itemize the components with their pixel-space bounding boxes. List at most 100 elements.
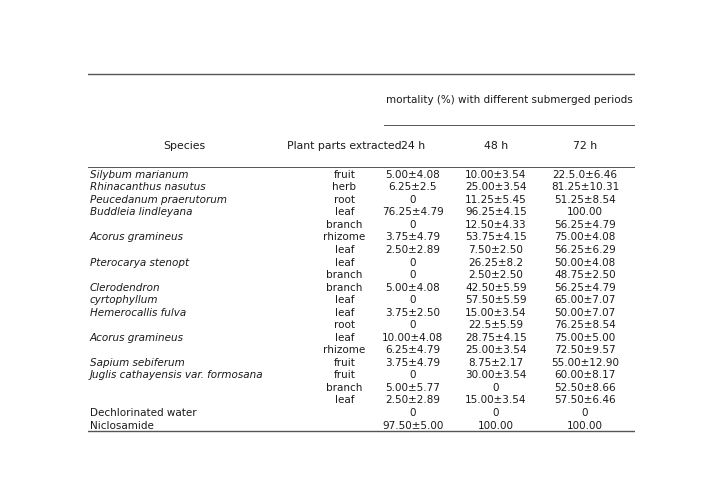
Text: Silybum marianum: Silybum marianum	[90, 170, 189, 180]
Text: 7.50±2.50: 7.50±2.50	[469, 245, 523, 255]
Text: 72.50±9.57: 72.50±9.57	[554, 345, 616, 355]
Text: 28.75±4.15: 28.75±4.15	[465, 333, 527, 343]
Text: 3.75±2.50: 3.75±2.50	[385, 308, 441, 318]
Text: 0: 0	[493, 383, 499, 393]
Text: 0: 0	[409, 295, 416, 305]
Text: fruit: fruit	[333, 170, 355, 180]
Text: 65.00±7.07: 65.00±7.07	[554, 295, 616, 305]
Text: 100.00: 100.00	[478, 421, 514, 430]
Text: 2.50±2.89: 2.50±2.89	[385, 396, 441, 405]
Text: 5.00±4.08: 5.00±4.08	[385, 282, 440, 293]
Text: 3.75±4.79: 3.75±4.79	[385, 358, 441, 368]
Text: Buddleia lindleyana: Buddleia lindleyana	[90, 208, 193, 217]
Text: Acorus gramineus: Acorus gramineus	[90, 333, 184, 343]
Text: leaf: leaf	[335, 257, 354, 268]
Text: fruit: fruit	[333, 358, 355, 368]
Text: 8.75±2.17: 8.75±2.17	[468, 358, 523, 368]
Text: Acorus gramineus: Acorus gramineus	[90, 233, 184, 243]
Text: Rhinacanthus nasutus: Rhinacanthus nasutus	[90, 183, 205, 192]
Text: 15.00±3.54: 15.00±3.54	[465, 308, 527, 318]
Text: Niclosamide: Niclosamide	[90, 421, 154, 430]
Text: 25.00±3.54: 25.00±3.54	[465, 183, 527, 192]
Text: 22.5±5.59: 22.5±5.59	[468, 320, 523, 330]
Text: 12.50±4.33: 12.50±4.33	[465, 220, 527, 230]
Text: 96.25±4.15: 96.25±4.15	[465, 208, 527, 217]
Text: leaf: leaf	[335, 396, 354, 405]
Text: 75.00±5.00: 75.00±5.00	[554, 333, 616, 343]
Text: 100.00: 100.00	[567, 208, 603, 217]
Text: 0: 0	[409, 257, 416, 268]
Text: 0: 0	[582, 408, 588, 418]
Text: 72 h: 72 h	[573, 141, 597, 151]
Text: 56.25±4.79: 56.25±4.79	[554, 282, 616, 293]
Text: 0: 0	[409, 220, 416, 230]
Text: 100.00: 100.00	[567, 421, 603, 430]
Text: 50.00±7.07: 50.00±7.07	[554, 308, 616, 318]
Text: 76.25±4.79: 76.25±4.79	[382, 208, 443, 217]
Text: 56.25±4.79: 56.25±4.79	[554, 220, 616, 230]
Text: 51.25±8.54: 51.25±8.54	[554, 195, 616, 205]
Text: 48.75±2.50: 48.75±2.50	[554, 270, 616, 280]
Text: 0: 0	[409, 370, 416, 380]
Text: 10.00±4.08: 10.00±4.08	[382, 333, 443, 343]
Text: rhizome: rhizome	[323, 233, 366, 243]
Text: 0: 0	[409, 270, 416, 280]
Text: 57.50±5.59: 57.50±5.59	[465, 295, 527, 305]
Text: Plant parts extracted: Plant parts extracted	[287, 141, 402, 151]
Text: 76.25±8.54: 76.25±8.54	[554, 320, 616, 330]
Text: 48 h: 48 h	[484, 141, 508, 151]
Text: 2.50±2.89: 2.50±2.89	[385, 245, 441, 255]
Text: fruit: fruit	[333, 370, 355, 380]
Text: 15.00±3.54: 15.00±3.54	[465, 396, 527, 405]
Text: branch: branch	[326, 282, 362, 293]
Text: Peucedanum praerutorum: Peucedanum praerutorum	[90, 195, 227, 205]
Text: rhizome: rhizome	[323, 345, 366, 355]
Text: 0: 0	[409, 320, 416, 330]
Text: herb: herb	[333, 183, 357, 192]
Text: leaf: leaf	[335, 333, 354, 343]
Text: 0: 0	[409, 408, 416, 418]
Text: 5.00±4.08: 5.00±4.08	[385, 170, 440, 180]
Text: 56.25±6.29: 56.25±6.29	[554, 245, 616, 255]
Text: branch: branch	[326, 220, 362, 230]
Text: 22.5.0±6.46: 22.5.0±6.46	[553, 170, 618, 180]
Text: 3.75±4.79: 3.75±4.79	[385, 233, 441, 243]
Text: 30.00±3.54: 30.00±3.54	[465, 370, 527, 380]
Text: 0: 0	[493, 408, 499, 418]
Text: 81.25±10.31: 81.25±10.31	[551, 183, 619, 192]
Text: 10.00±3.54: 10.00±3.54	[465, 170, 527, 180]
Text: branch: branch	[326, 383, 362, 393]
Text: leaf: leaf	[335, 308, 354, 318]
Text: 0: 0	[409, 195, 416, 205]
Text: 26.25±8.2: 26.25±8.2	[468, 257, 523, 268]
Text: 6.25±2.5: 6.25±2.5	[388, 183, 437, 192]
Text: 6.25±4.79: 6.25±4.79	[385, 345, 441, 355]
Text: 25.00±3.54: 25.00±3.54	[465, 345, 527, 355]
Text: mortality (%) with different submerged periods: mortality (%) with different submerged p…	[386, 95, 633, 105]
Text: Species: Species	[163, 141, 205, 151]
Text: 2.50±2.50: 2.50±2.50	[469, 270, 523, 280]
Text: Hemerocallis fulva: Hemerocallis fulva	[90, 308, 186, 318]
Text: cyrtophyllum: cyrtophyllum	[90, 295, 158, 305]
Text: 55.00±12.90: 55.00±12.90	[551, 358, 619, 368]
Text: Clerodendron: Clerodendron	[90, 282, 160, 293]
Text: 60.00±8.17: 60.00±8.17	[554, 370, 616, 380]
Text: 24 h: 24 h	[400, 141, 425, 151]
Text: 11.25±5.45: 11.25±5.45	[465, 195, 527, 205]
Text: leaf: leaf	[335, 245, 354, 255]
Text: root: root	[334, 195, 355, 205]
Text: 5.00±5.77: 5.00±5.77	[385, 383, 440, 393]
Text: 53.75±4.15: 53.75±4.15	[465, 233, 527, 243]
Text: root: root	[334, 320, 355, 330]
Text: 57.50±6.46: 57.50±6.46	[554, 396, 616, 405]
Text: leaf: leaf	[335, 295, 354, 305]
Text: 42.50±5.59: 42.50±5.59	[465, 282, 527, 293]
Text: Dechlorinated water: Dechlorinated water	[90, 408, 196, 418]
Text: 75.00±4.08: 75.00±4.08	[554, 233, 616, 243]
Text: 52.50±8.66: 52.50±8.66	[554, 383, 616, 393]
Text: Juglis cathayensis var. formosana: Juglis cathayensis var. formosana	[90, 370, 263, 380]
Text: Sapium sebiferum: Sapium sebiferum	[90, 358, 185, 368]
Text: 97.50±5.00: 97.50±5.00	[382, 421, 443, 430]
Text: 50.00±4.08: 50.00±4.08	[554, 257, 616, 268]
Text: Pterocarya stenopt: Pterocarya stenopt	[90, 257, 189, 268]
